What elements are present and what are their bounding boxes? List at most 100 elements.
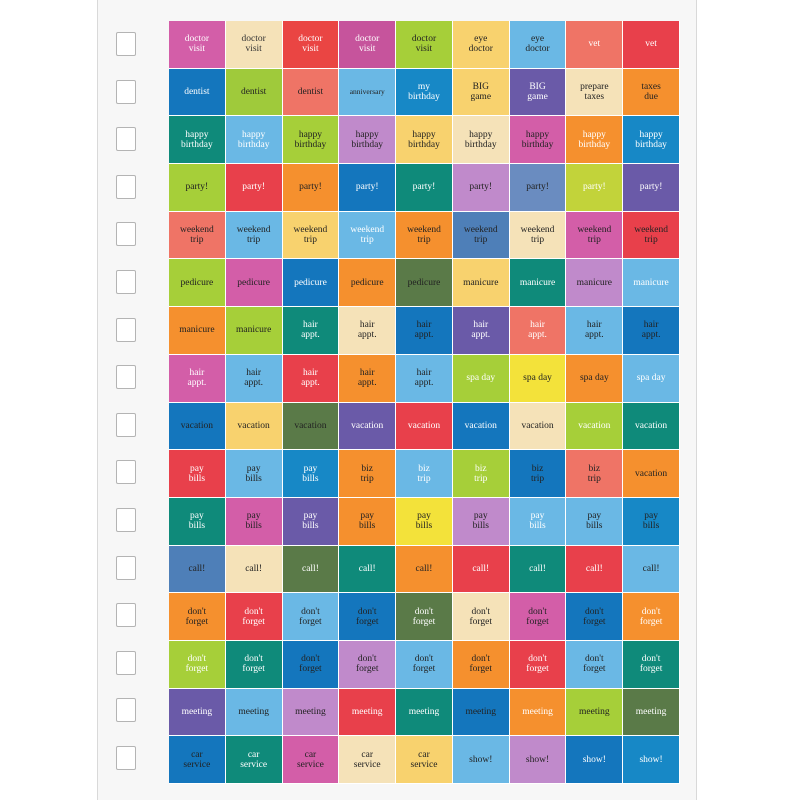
sticker: meeting (566, 688, 623, 736)
sticker: weekend trip (339, 211, 396, 259)
sticker: doctor visit (396, 21, 452, 68)
sticker: hair appt. (509, 307, 566, 354)
sticker: pay bills (282, 450, 339, 497)
sticker: call! (509, 545, 566, 593)
sticker: pay bills (282, 497, 339, 545)
sticker: call! (225, 545, 282, 593)
sticker: call! (282, 545, 339, 593)
sticker: biz trip (452, 450, 509, 497)
sticker: meeting (282, 688, 339, 736)
sticker: spa day (623, 354, 679, 402)
binder-hole (116, 412, 136, 437)
binder-hole (116, 127, 136, 152)
binder-hole (116, 32, 136, 56)
sticker: happy birthday (509, 116, 566, 164)
sticker: hair appt. (452, 307, 509, 354)
sticker: show! (623, 736, 679, 783)
sticker: doctor visit (169, 21, 225, 68)
sticker: weekend trip (566, 211, 623, 259)
sticker: dentist (169, 68, 225, 116)
sticker: meeting (623, 688, 679, 736)
sticker: car service (339, 736, 396, 783)
sticker: party! (282, 164, 339, 211)
binder-hole (116, 270, 136, 294)
binder-hole (116, 508, 136, 532)
sticker: party! (452, 164, 509, 211)
binder-hole (116, 460, 136, 485)
sticker: BIG game (452, 68, 509, 116)
sticker: happy birthday (452, 116, 509, 164)
sticker: don't forget (169, 640, 225, 688)
sticker: vacation (169, 402, 225, 450)
sticker: manicure (509, 259, 566, 307)
sticker: meeting (509, 688, 566, 736)
sticker: happy birthday (339, 116, 396, 164)
sticker: happy birthday (623, 116, 679, 164)
sticker: pay bills (225, 450, 282, 497)
sticker: pay bills (169, 450, 225, 497)
sticker: vacation (623, 402, 679, 450)
sticker: happy birthday (566, 116, 623, 164)
sticker: manicure (225, 307, 282, 354)
sticker: don't forget (339, 640, 396, 688)
sticker: hair appt. (566, 307, 623, 354)
sticker: party! (623, 164, 679, 211)
sticker: car service (282, 736, 339, 783)
sticker: vacation (623, 450, 679, 497)
sticker: vet (623, 21, 679, 68)
sticker: biz trip (509, 450, 566, 497)
sticker: meeting (396, 688, 452, 736)
sticker: don't forget (396, 593, 452, 640)
sticker: don't forget (396, 640, 452, 688)
sticker: don't forget (169, 593, 225, 640)
sticker: call! (623, 545, 679, 593)
sticker: call! (169, 545, 225, 593)
sticker: BIG game (509, 68, 566, 116)
sticker: dentist (282, 68, 339, 116)
binder-hole (116, 603, 136, 628)
sticker: vacation (282, 402, 339, 450)
sticker: spa day (566, 354, 623, 402)
sticker: show! (509, 736, 566, 783)
binder-hole (116, 555, 136, 580)
sticker: hair appt. (282, 354, 339, 402)
sticker: pay bills (225, 497, 282, 545)
sticker: don't forget (452, 593, 509, 640)
sticker: pedicure (225, 259, 282, 307)
sticker: show! (452, 736, 509, 783)
sticker: don't forget (509, 640, 566, 688)
sticker: hair appt. (169, 354, 225, 402)
sticker: don't forget (452, 640, 509, 688)
sticker-grid: doctor visit doctor visit doctor visit doct… (169, 21, 680, 784)
binder-hole (116, 650, 136, 675)
sticker: manicure (566, 259, 623, 307)
sticker: meeting (452, 688, 509, 736)
sticker: pedicure (396, 259, 452, 307)
binder-hole (116, 222, 136, 247)
sticker: pay bills (339, 497, 396, 545)
binder-hole (116, 365, 136, 390)
sticker: party! (169, 164, 225, 211)
sticker: weekend trip (396, 211, 452, 259)
sticker: biz trip (566, 450, 623, 497)
binder-hole (116, 746, 136, 770)
sticker: happy birthday (169, 116, 225, 164)
sticker: don't forget (623, 640, 679, 688)
sticker: pedicure (169, 259, 225, 307)
binder-hole (116, 79, 136, 104)
sticker: don't forget (282, 640, 339, 688)
sticker: doctor visit (339, 21, 396, 68)
sticker: biz trip (339, 450, 396, 497)
sticker: don't forget (339, 593, 396, 640)
sticker: eye doctor (452, 21, 509, 68)
sticker: manicure (623, 259, 679, 307)
sticker: meeting (169, 688, 225, 736)
sticker: don't forget (225, 593, 282, 640)
sticker: vacation (339, 402, 396, 450)
sticker: meeting (339, 688, 396, 736)
sticker: party! (396, 164, 452, 211)
binder-hole (116, 698, 136, 723)
sticker: taxes due (623, 68, 679, 116)
sticker: doctor visit (282, 21, 339, 68)
sticker: call! (566, 545, 623, 593)
